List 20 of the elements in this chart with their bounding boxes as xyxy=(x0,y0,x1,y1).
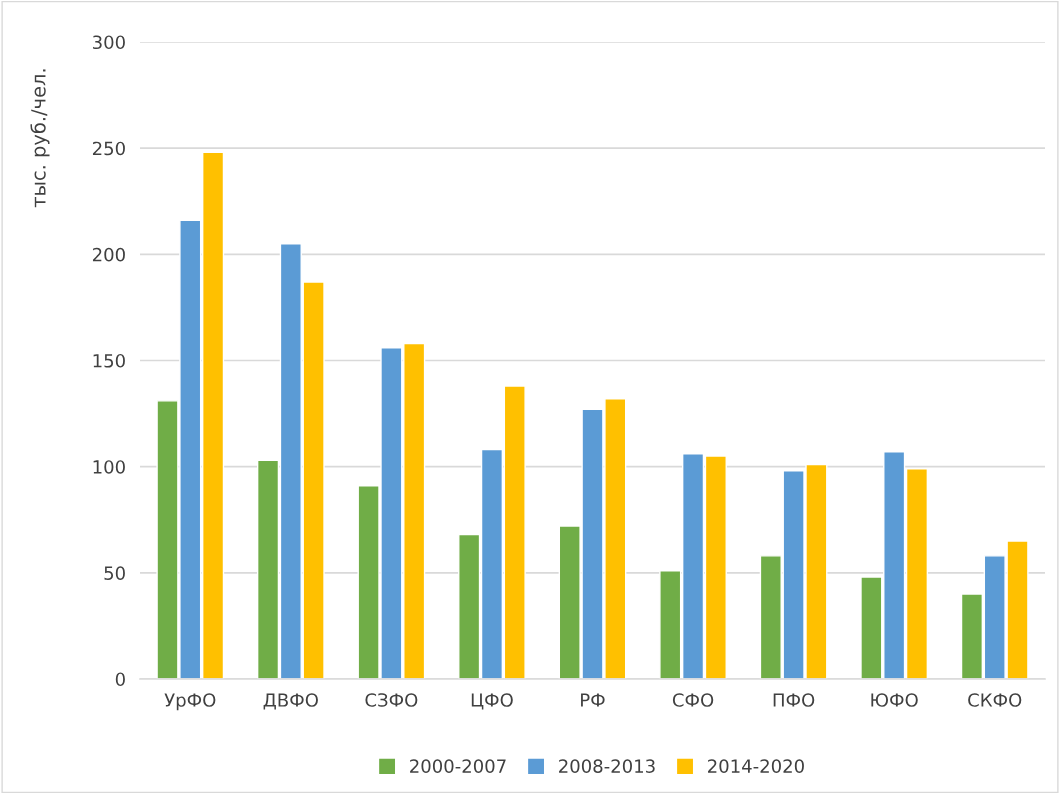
y-tick-label: 0 xyxy=(115,672,125,687)
y-axis-title: тыс. руб./чел. xyxy=(30,69,50,208)
x-tick-label: ДВФО xyxy=(263,693,318,710)
y-tick-label: 300 xyxy=(93,35,125,50)
y-tick-label: 100 xyxy=(93,460,125,474)
legend-label: 2008-2013 xyxy=(559,759,655,773)
y-tick-label: 150 xyxy=(93,353,125,368)
x-tick-label: ПФО xyxy=(773,693,815,707)
x-tick-label: ЦФО xyxy=(471,693,513,710)
legend-label: 2000-2007 xyxy=(410,759,506,773)
x-tick-label: СКФО xyxy=(968,693,1022,707)
y-tick-label: 50 xyxy=(104,566,125,580)
y-tick-label: 200 xyxy=(92,247,125,262)
legend-label: 2014-2020 xyxy=(708,759,804,773)
x-tick-label: СФО xyxy=(672,693,714,707)
x-tick-label: УрФО xyxy=(164,693,216,711)
x-tick-label: РФ xyxy=(581,693,605,707)
y-tick-label: 250 xyxy=(92,141,125,156)
x-tick-label: СЗФО xyxy=(365,693,418,707)
x-tick-label: ЮФО xyxy=(871,693,918,707)
